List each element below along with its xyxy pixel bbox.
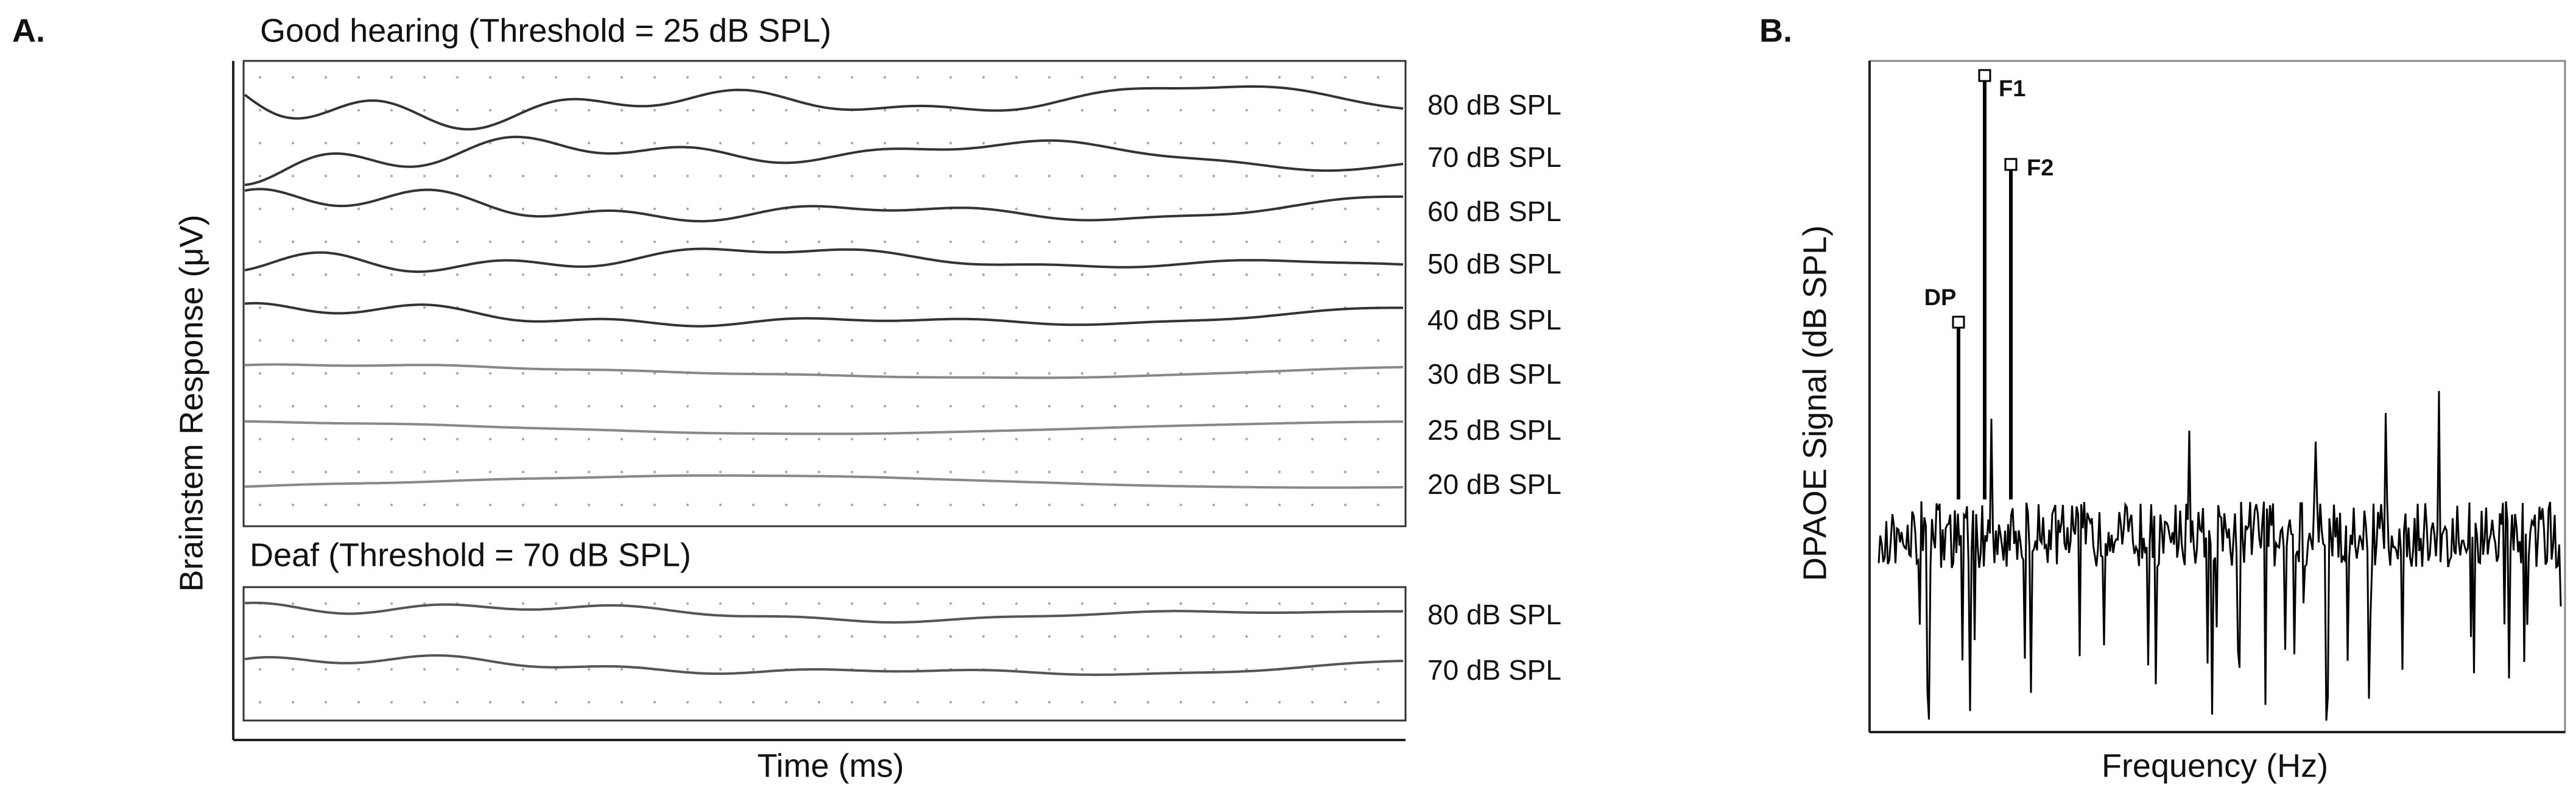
waveform	[244, 654, 1404, 676]
trace-box	[242, 60, 1407, 527]
y-axis-label: Brainstem Response (μV)	[173, 214, 209, 591]
peak-label: F1	[1999, 76, 2025, 102]
waveform	[244, 188, 1403, 223]
trace-label: 30 dB SPL	[1427, 358, 1561, 390]
panel-label: A.	[12, 12, 45, 49]
trace-label: 70 dB SPL	[1427, 141, 1561, 173]
waveform	[244, 301, 1403, 328]
trace-label: 80 dB SPL	[1427, 89, 1561, 121]
trace-label: 60 dB SPL	[1427, 196, 1561, 227]
panel-label: B.	[1759, 12, 1792, 49]
trace-box	[242, 586, 1407, 722]
waveform	[244, 601, 1404, 624]
trace-label: 70 dB SPL	[1427, 654, 1561, 686]
peak-label: F2	[2027, 155, 2053, 181]
trace-label: 80 dB SPL	[1427, 599, 1561, 630]
waveform	[244, 474, 1404, 489]
peak-label: DP	[1924, 285, 1957, 311]
waveform	[244, 247, 1404, 273]
peak-marker	[1978, 69, 1991, 82]
peak-marker	[1952, 315, 1965, 329]
waveform	[244, 363, 1404, 379]
trace-label: 20 dB SPL	[1427, 468, 1561, 500]
trace-label: 25 dB SPL	[1427, 414, 1561, 446]
waveform	[244, 420, 1404, 435]
x-axis-label: Time (ms)	[758, 747, 904, 784]
x-axis-label: Frequency (Hz)	[2102, 747, 2328, 784]
group-title: Deaf (Threshold = 70 dB SPL)	[250, 537, 691, 573]
waveform	[244, 85, 1404, 131]
waveform	[244, 135, 1404, 186]
trace-label: 50 dB SPL	[1427, 248, 1561, 280]
y-axis-label: DPAOE Signal (dB SPL)	[1797, 225, 1833, 581]
group-title: Good hearing (Threshold = 25 dB SPL)	[260, 12, 831, 49]
peak-marker	[2004, 158, 2018, 171]
spectrum	[1877, 390, 2562, 721]
trace-label: 40 dB SPL	[1427, 304, 1561, 336]
